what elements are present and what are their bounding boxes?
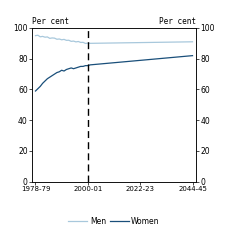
Men bbox=[190, 40, 193, 43]
Men bbox=[34, 34, 37, 37]
Men bbox=[36, 34, 39, 37]
Women bbox=[190, 54, 193, 57]
Men bbox=[48, 37, 51, 40]
Men bbox=[110, 42, 113, 45]
Women bbox=[34, 90, 37, 93]
Line: Men: Men bbox=[35, 35, 192, 43]
Women bbox=[98, 63, 101, 65]
Text: Per cent: Per cent bbox=[32, 17, 69, 26]
Men bbox=[84, 42, 86, 45]
Legend: Men, Women: Men, Women bbox=[65, 214, 162, 229]
Women bbox=[181, 55, 184, 58]
Men bbox=[103, 42, 105, 45]
Men bbox=[181, 41, 184, 43]
Men bbox=[55, 38, 58, 41]
Women bbox=[69, 67, 72, 69]
Women bbox=[58, 70, 60, 73]
Line: Women: Women bbox=[35, 56, 192, 91]
Text: Per cent: Per cent bbox=[158, 17, 195, 26]
Women bbox=[105, 62, 108, 65]
Men bbox=[157, 41, 160, 44]
Women bbox=[152, 58, 155, 61]
